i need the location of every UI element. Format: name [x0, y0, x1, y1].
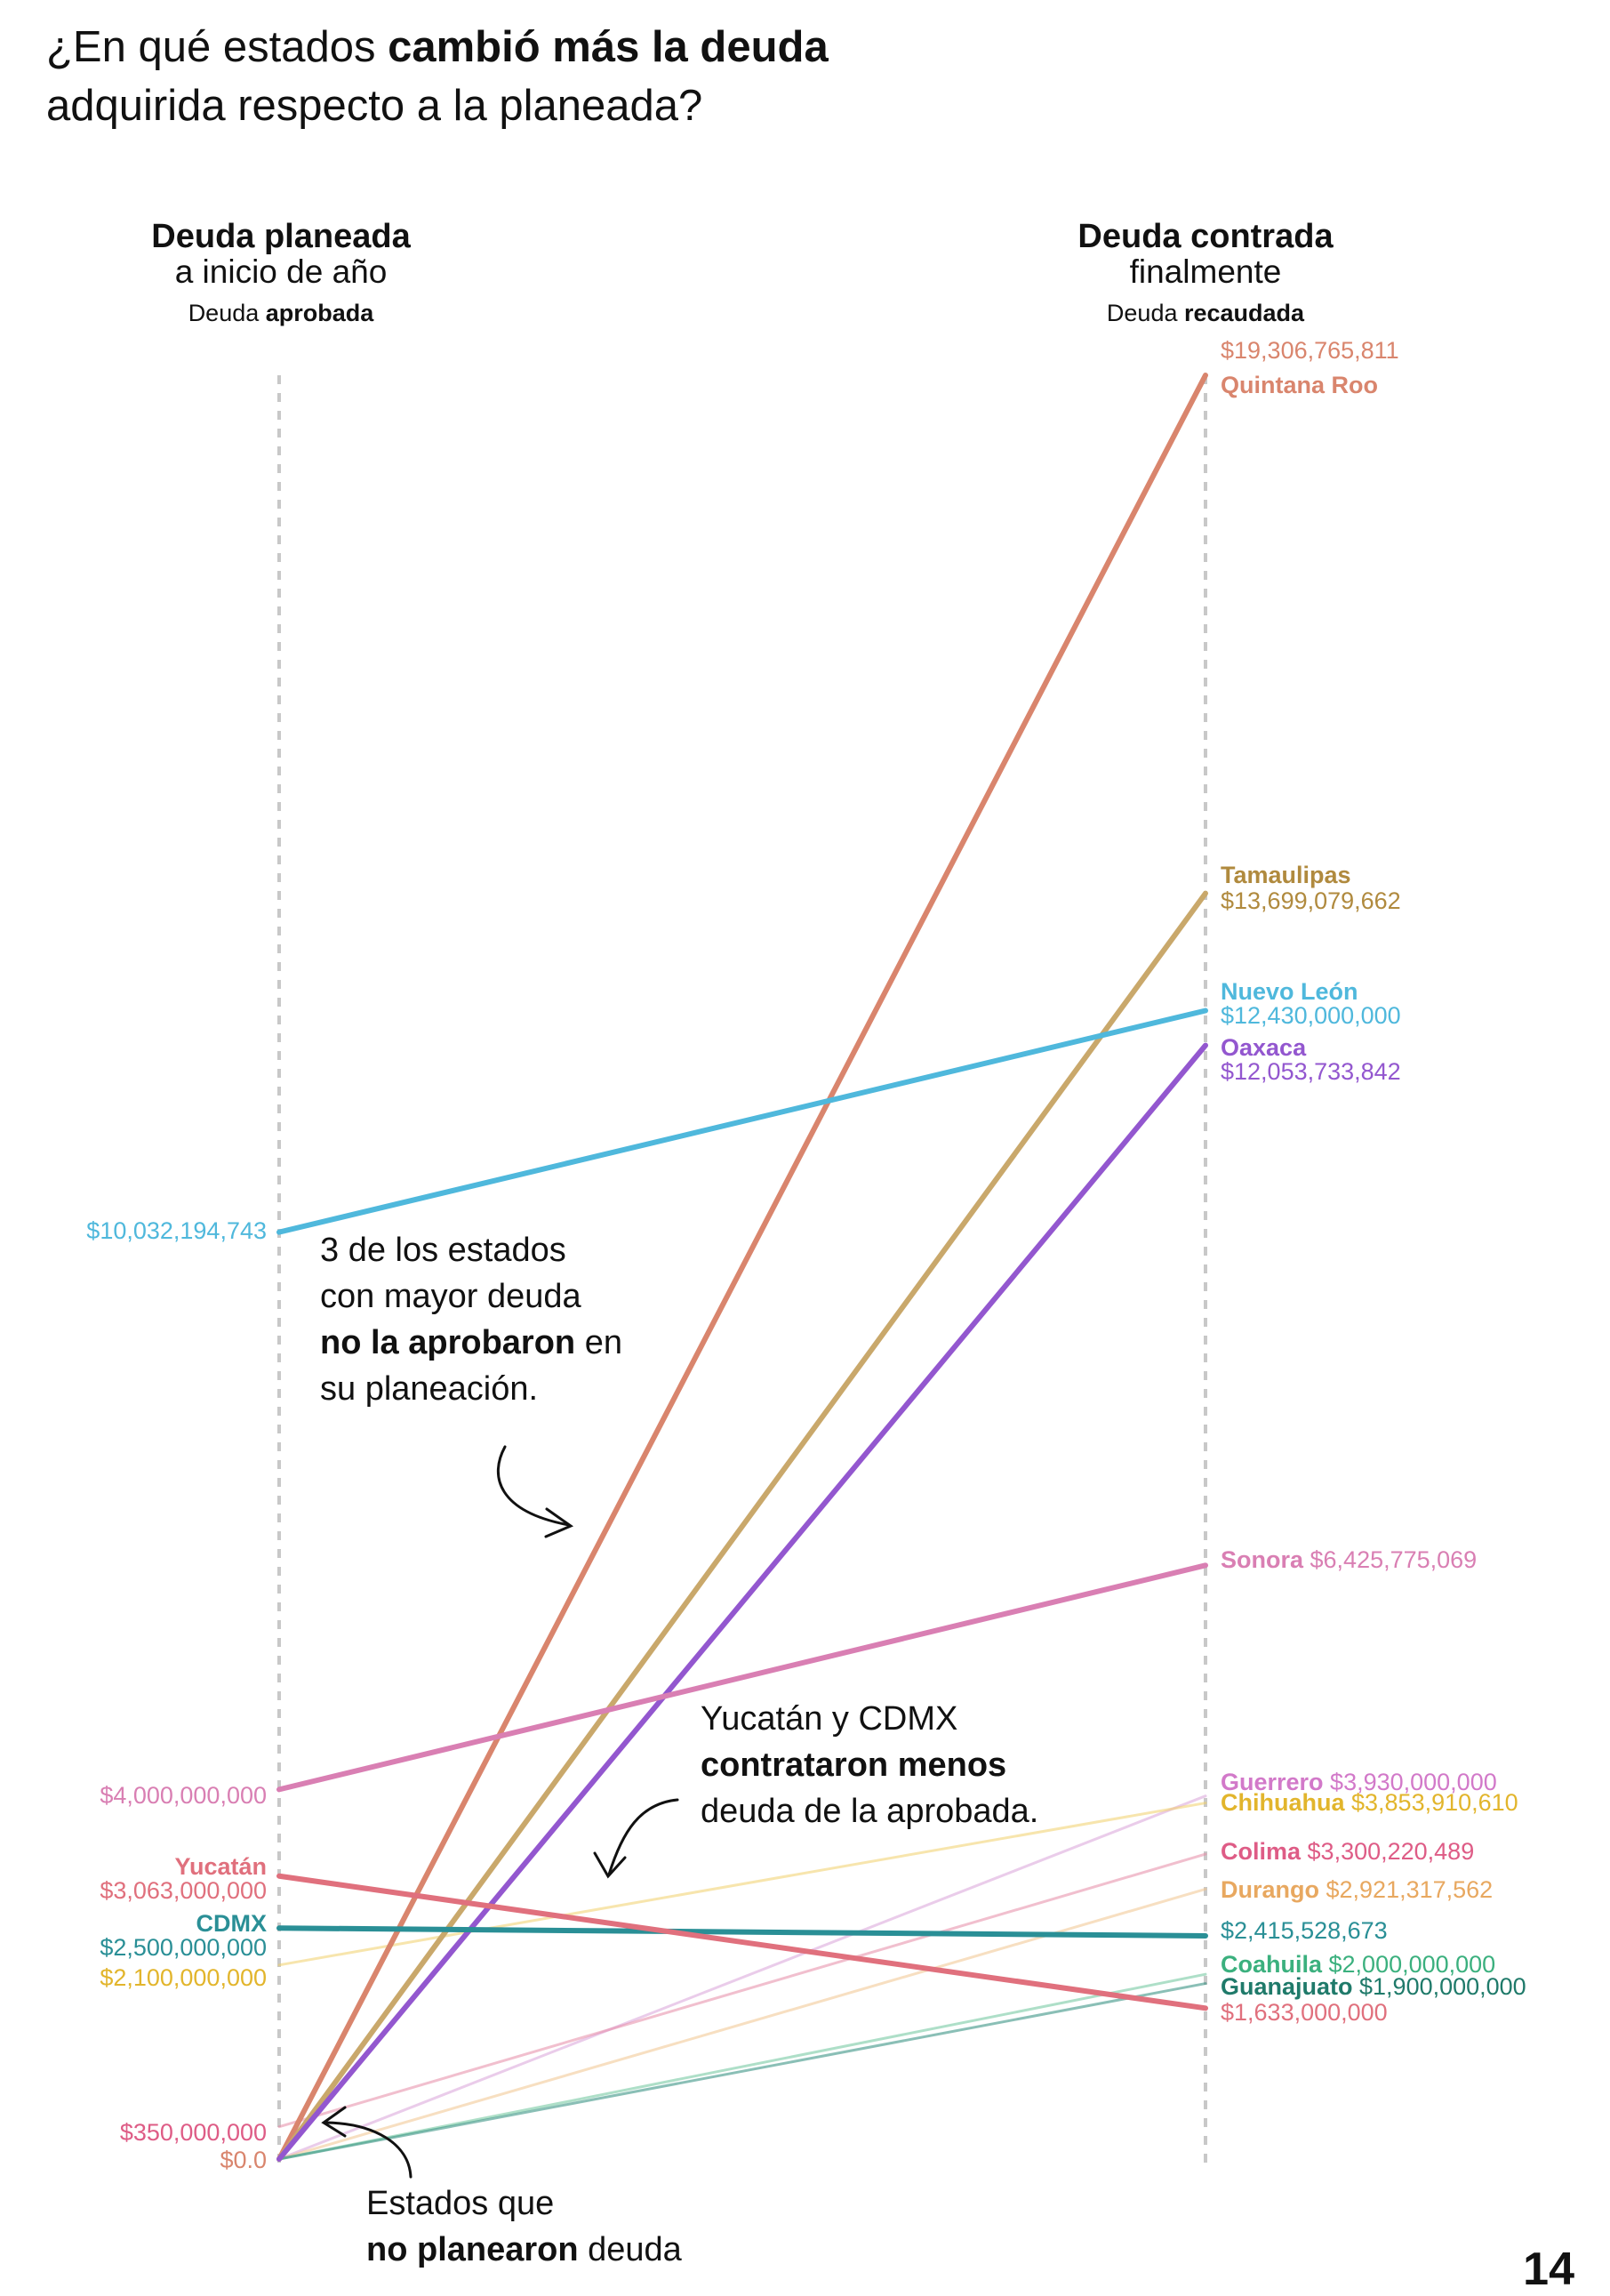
series-name-tamaulipas: Tamaulipas — [1221, 862, 1351, 888]
end-value-nuevo-leon: $12,430,000,000 — [1221, 1002, 1401, 1029]
series-line-guanajuato — [277, 1982, 1207, 2161]
right-caption-prefix: Deuda — [1106, 300, 1184, 326]
annotation-3-after-bold: deuda — [578, 2231, 682, 2268]
label-chihuahua: Chihuahua $3,853,910,610 — [1221, 1789, 1518, 1816]
label-durango: Durango $2,921,317,562 — [1221, 1876, 1493, 1903]
start-value-sonora: $4,000,000,000 — [100, 1782, 267, 1809]
annotation-3-bold: no planearon — [366, 2231, 579, 2268]
arrow-icon — [324, 2121, 413, 2179]
label-colima: Colima $3,300,220,489 — [1221, 1838, 1474, 1865]
start-value-chihuahua: $2,100,000,000 — [100, 1964, 267, 1991]
annotation-1-line-1: 3 de los estados — [320, 1232, 566, 1269]
end-value-guerrero: $3,930,000,000 — [1324, 1769, 1497, 1795]
arrowhead-icon — [593, 1851, 627, 1879]
series-name-oaxaca: Oaxaca — [1221, 1034, 1307, 1061]
series-line-colima — [277, 1852, 1207, 2129]
series-name-sonora: Sonora — [1221, 1546, 1304, 1573]
series-line-nuevo-leon — [276, 1008, 1208, 1235]
annotation-1-line-4: su planeación. — [320, 1370, 539, 1408]
series-lines — [276, 373, 1208, 2162]
end-value-cdmx: $2,415,528,673 — [1221, 1917, 1388, 1944]
series-line-oaxaca — [276, 1042, 1208, 2162]
series-line-coahuila — [277, 1972, 1207, 2161]
left-header-subtitle: a inicio de año — [174, 253, 388, 290]
left-column-header: Deuda planeada a inicio de año Deuda apr… — [89, 218, 473, 325]
annotation-1-after-bold: en — [575, 1324, 622, 1361]
start-value-cdmx: $2,500,000,000 — [100, 1934, 267, 1961]
series-line-sonora — [276, 1562, 1208, 1793]
series-name-yucatan: Yucatán — [174, 1853, 267, 1880]
end-value-sonora: $6,425,775,069 — [1303, 1546, 1477, 1573]
annotation-2-line-3: deuda de la aprobada. — [701, 1793, 1039, 1830]
series-name-cdmx: CDMX — [196, 1910, 268, 1937]
arrow-icon — [607, 1798, 679, 1876]
series-line-quintana-roo — [276, 373, 1208, 2162]
series-line-cdmx — [276, 1925, 1208, 1939]
arrowhead-icon — [544, 1507, 574, 1538]
end-value-chihuahua: $3,853,910,610 — [1345, 1789, 1518, 1816]
annotation-1-bold: no la aprobaron — [320, 1324, 576, 1361]
start-value-colima: $350,000,000 — [120, 2119, 267, 2146]
right-header-subtitle: finalmente — [1129, 253, 1282, 290]
right-column-header: Deuda contrada finalmente Deuda recaudad… — [1013, 218, 1398, 325]
label-coahuila: Coahuila $2,000,000,000 — [1221, 1951, 1495, 1978]
right-caption-bold: recaudada — [1184, 300, 1305, 326]
series-line-guerrero — [277, 1794, 1207, 2161]
arrowhead-icon — [321, 2106, 347, 2138]
title-part2: adquirida respecto a la planeada? — [46, 82, 703, 130]
chart-title: ¿En qué estados cambió más la deuda adqu… — [46, 18, 829, 135]
start-value-yucatan: $3,063,000,000 — [100, 1877, 267, 1904]
left-caption-bold: aprobada — [265, 300, 374, 326]
label-guerrero: Guerrero $3,930,000,000 — [1221, 1769, 1497, 1795]
right-header-caption: Deuda recaudada — [1013, 301, 1398, 325]
annotation-unplanned-states: Estados que no planearon deuda — [366, 2180, 682, 2273]
end-value-yucatan: $1,633,000,000 — [1221, 1999, 1388, 2026]
left-header-caption: Deuda aprobada — [89, 301, 473, 325]
annotation-no-planned-debt: 3 de los estados con mayor deuda no la a… — [320, 1227, 622, 1412]
series-name-quintana-roo: Quintana Roo — [1221, 372, 1378, 398]
left-header-title: Deuda planeada — [151, 218, 411, 255]
page-number: 14 — [1523, 2244, 1574, 2295]
label-guanajuato: Guanajuato $1,900,000,000 — [1221, 1973, 1526, 2000]
annotation-less-debt: Yucatán y CDMX contrataron menos deuda d… — [701, 1696, 1038, 1834]
series-line-yucatan — [276, 1873, 1208, 2011]
start-value-nuevo-leon: $10,032,194,743 — [86, 1217, 267, 1244]
title-part1: ¿En qué estados — [46, 23, 388, 71]
annotation-1-line-2: con mayor deuda — [320, 1278, 581, 1315]
zero-value-label: $0.0 — [220, 2147, 267, 2173]
end-value-coahuila: $2,000,000,000 — [1322, 1951, 1495, 1978]
series-name-guerrero: Guerrero — [1221, 1769, 1324, 1795]
right-header-title: Deuda contrada — [1077, 218, 1334, 255]
end-value-quintana-roo: $19,306,765,811 — [1221, 337, 1399, 364]
label-sonora: Sonora $6,425,775,069 — [1221, 1546, 1477, 1573]
value-labels: $19,306,765,811 Quintana Roo Tamaulipas$13… — [86, 337, 1526, 2173]
annotation-2-bold: contrataron menos — [701, 1746, 1007, 1784]
series-name-colima: Colima — [1221, 1838, 1302, 1865]
series-name-durango: Durango — [1221, 1876, 1319, 1903]
series-name-coahuila: Coahuila — [1221, 1951, 1323, 1978]
end-value-durango: $2,921,317,562 — [1319, 1876, 1493, 1903]
series-name-nuevo-leon: Nuevo León — [1221, 978, 1358, 1005]
series-line-chihuahua — [277, 1802, 1207, 1967]
end-value-colima: $3,300,220,489 — [1301, 1838, 1474, 1865]
annotation-2-line-1: Yucatán y CDMX — [701, 1700, 958, 1738]
series-name-chihuahua: Chihuahua — [1221, 1789, 1345, 1816]
end-value-guanajuato: $1,900,000,000 — [1353, 1973, 1526, 2000]
annotation-3-line-1: Estados que — [366, 2185, 555, 2222]
end-value-oaxaca: $12,053,733,842 — [1221, 1058, 1401, 1085]
arrow-icon — [497, 1445, 571, 1527]
annotation-arrows — [321, 1445, 679, 2179]
series-line-tamaulipas — [276, 890, 1208, 2162]
title-bold: cambió más la deuda — [388, 23, 829, 71]
left-caption-prefix: Deuda — [188, 300, 266, 326]
end-value-tamaulipas: $13,699,079,662 — [1221, 887, 1401, 914]
series-name-guanajuato: Guanajuato — [1221, 1973, 1353, 2000]
